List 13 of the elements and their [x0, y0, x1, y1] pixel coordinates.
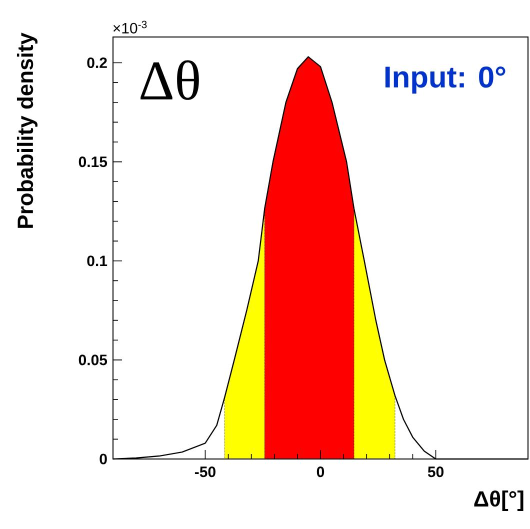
annotation: Δθ — [140, 60, 199, 100]
y-axis-title: Probability density — [16, 32, 38, 228]
x-tick-label: 0 — [316, 466, 324, 478]
y-tick-label: 0.05 — [78, 354, 108, 366]
x-tick-label: 50 — [428, 466, 444, 478]
y-tick-label: 0.15 — [78, 156, 108, 168]
x-tick-label: -50 — [194, 466, 216, 478]
x-axis-title: Δθ[°] — [474, 490, 524, 512]
annotation: Input: 0° — [385, 66, 506, 94]
y-tick-label: 0 — [100, 454, 107, 464]
y-tick-label: 0.1 — [87, 256, 108, 266]
y-tick-label: 0.2 — [87, 57, 107, 68]
text: ×10$^{-3}$ — [113, 20, 147, 34]
